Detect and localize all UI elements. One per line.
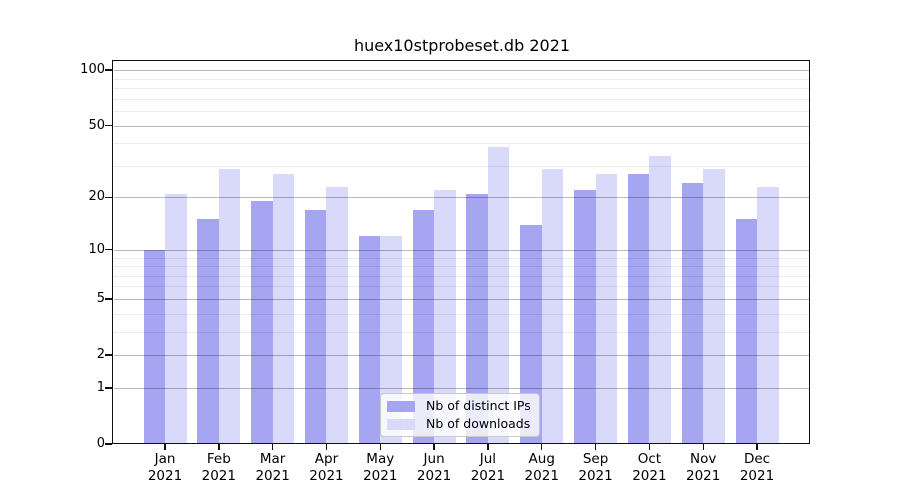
y-tick-mark-100 bbox=[105, 69, 112, 71]
minor-gridline-40 bbox=[114, 143, 810, 145]
minor-gridline-70 bbox=[114, 98, 810, 100]
y-tick-label-20: 20 bbox=[88, 189, 105, 205]
bar-oct-distinct-ips bbox=[627, 174, 650, 444]
minor-gridline-3 bbox=[114, 331, 810, 333]
gridlines-layer bbox=[114, 62, 810, 444]
x-tick-label-feb: Feb 2021 bbox=[201, 451, 236, 484]
minor-gridline-6 bbox=[114, 286, 810, 288]
major-gridline-2 bbox=[114, 355, 810, 356]
y-tick-label-5: 5 bbox=[96, 290, 105, 306]
bars-layer bbox=[114, 62, 810, 444]
major-gridline-50 bbox=[114, 125, 810, 127]
y-tick-label-2: 2 bbox=[96, 347, 105, 363]
major-gridline-1 bbox=[114, 387, 810, 389]
minor-gridline-9 bbox=[114, 257, 810, 259]
minor-gridline-8 bbox=[114, 266, 810, 267]
bar-jan-downloads bbox=[165, 193, 187, 444]
legend-item-distinct-ips: Nb of distinct IPs bbox=[387, 399, 531, 413]
bar-sep-distinct-ips bbox=[574, 190, 596, 444]
bar-aug-downloads bbox=[541, 168, 564, 444]
minor-gridline-90 bbox=[114, 78, 810, 80]
x-tick-label-aug: Aug 2021 bbox=[524, 451, 559, 484]
y-tick-mark-10 bbox=[105, 249, 112, 251]
y-tick-mark-50 bbox=[105, 124, 112, 127]
y-tick-mark-0 bbox=[105, 443, 112, 445]
x-tick-label-jun: Jun 2021 bbox=[416, 451, 452, 484]
y-tick-label-0: 0 bbox=[96, 436, 105, 451]
bar-dec-downloads bbox=[757, 186, 779, 444]
x-tick-mark-jul bbox=[487, 444, 489, 450]
x-tick-mark-feb bbox=[218, 444, 220, 450]
bar-nov-downloads bbox=[703, 168, 725, 444]
bar-sep-downloads bbox=[595, 174, 618, 444]
bar-mar-downloads bbox=[272, 174, 295, 444]
x-tick-mark-sep bbox=[594, 444, 597, 450]
x-tick-label-oct: Oct 2021 bbox=[632, 451, 667, 484]
bar-jul-distinct-ips bbox=[466, 193, 488, 444]
x-tick-mark-oct bbox=[648, 444, 651, 450]
bar-aug-distinct-ips bbox=[520, 224, 542, 444]
x-tick-label-nov: Nov 2021 bbox=[686, 451, 721, 484]
y-tick-mark-20 bbox=[105, 196, 112, 199]
bar-jun-distinct-ips bbox=[412, 209, 435, 444]
y-tick-label-100: 100 bbox=[80, 62, 105, 78]
x-tick-mark-aug bbox=[541, 444, 543, 450]
x-tick-label-jul: Jul 2021 bbox=[470, 451, 506, 484]
legend: Nb of distinct IPs Nb of downloads bbox=[380, 393, 540, 437]
x-tick-mark-jan bbox=[164, 444, 166, 450]
legend-item-downloads: Nb of downloads bbox=[387, 417, 531, 431]
x-tick-mark-mar bbox=[271, 444, 274, 450]
bar-apr-downloads bbox=[326, 186, 348, 444]
major-gridline-5 bbox=[114, 298, 810, 300]
x-tick-mark-apr bbox=[325, 444, 328, 450]
bar-jun-downloads bbox=[434, 190, 456, 444]
chart-title: huex10stprobeset.db 2021 bbox=[353, 36, 571, 55]
minor-gridline-4 bbox=[114, 313, 810, 315]
y-tick-label-10: 10 bbox=[88, 241, 105, 257]
y-tick-mark-2 bbox=[105, 354, 112, 356]
x-tick-label-mar: Mar 2021 bbox=[255, 451, 290, 484]
major-gridline-20 bbox=[114, 197, 810, 199]
minor-gridline-80 bbox=[114, 88, 810, 90]
y-tick-label-50: 50 bbox=[88, 117, 105, 133]
minor-gridline-30 bbox=[114, 165, 810, 167]
bar-feb-distinct-ips bbox=[197, 219, 219, 444]
legend-swatch-downloads bbox=[387, 418, 415, 430]
major-gridline-10 bbox=[114, 249, 810, 251]
bar-may-downloads bbox=[380, 236, 402, 444]
legend-swatch-distinct-ips bbox=[387, 400, 415, 412]
bar-apr-distinct-ips bbox=[304, 209, 327, 444]
x-tick-label-may: May 2021 bbox=[363, 451, 398, 484]
bar-mar-distinct-ips bbox=[251, 201, 273, 444]
minor-gridline-60 bbox=[114, 111, 810, 112]
x-tick-label-dec: Dec 2021 bbox=[739, 451, 775, 484]
x-tick-mark-jun bbox=[433, 444, 435, 450]
y-tick-label-1: 1 bbox=[96, 379, 105, 395]
bar-jan-distinct-ips bbox=[143, 249, 165, 444]
bar-nov-distinct-ips bbox=[681, 183, 704, 444]
x-tick-mark-nov bbox=[702, 444, 704, 450]
y-tick-mark-1 bbox=[105, 387, 112, 389]
minor-gridline-7 bbox=[114, 275, 810, 277]
x-tick-label-sep: Sep 2021 bbox=[578, 451, 613, 484]
plot-area bbox=[114, 62, 810, 444]
bar-may-distinct-ips bbox=[358, 236, 381, 444]
x-tick-label-jan: Jan 2021 bbox=[147, 451, 183, 484]
bar-jul-downloads bbox=[487, 147, 510, 444]
major-gridline-100 bbox=[114, 70, 810, 72]
x-tick-mark-may bbox=[379, 444, 381, 450]
x-tick-mark-dec bbox=[756, 444, 758, 450]
legend-label-downloads: Nb of downloads bbox=[426, 416, 531, 431]
x-tick-label-apr: Apr 2021 bbox=[309, 451, 344, 484]
bar-oct-downloads bbox=[649, 156, 671, 444]
bar-dec-distinct-ips bbox=[735, 219, 758, 444]
y-tick-mark-5 bbox=[105, 298, 112, 300]
legend-label-distinct-ips: Nb of distinct IPs bbox=[426, 398, 531, 413]
bar-feb-downloads bbox=[218, 168, 241, 444]
